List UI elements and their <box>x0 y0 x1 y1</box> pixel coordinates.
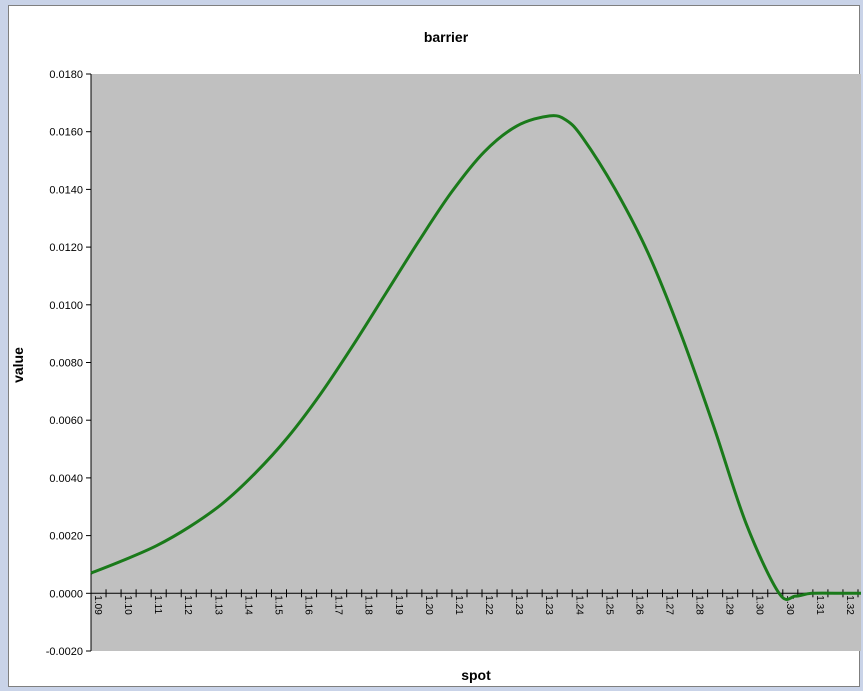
x-tick-label: 1.11 <box>152 595 163 614</box>
y-tick-label: 0.0060 <box>49 415 83 427</box>
x-tick-label: 1.30 <box>754 595 765 615</box>
chart-title: barrier <box>424 29 469 45</box>
y-tick-label: 0.0100 <box>49 300 83 312</box>
y-axis-title: value <box>10 347 26 383</box>
x-tick-label: 1.29 <box>724 595 735 615</box>
x-tick-label: 1.13 <box>212 595 223 615</box>
x-tick-label: 1.21 <box>453 595 464 615</box>
y-axis: 0.0180 0.0160 0.0140 0.0120 0.0100 0.0080 0.00… <box>46 69 92 658</box>
x-tick-label: 1.30 <box>784 595 795 615</box>
x-tick-label: 1.12 <box>182 595 193 615</box>
x-axis: 1.09 1.10 1.11 1.12 1.13 1.14 1.15 1.16 1.17 1.18… <box>90 589 861 615</box>
x-tick-label: 1.28 <box>694 595 705 615</box>
y-tick-label: 0.0160 <box>49 127 83 139</box>
x-tick-label: 1.23 <box>543 595 554 615</box>
y-tick-label: 0.0000 <box>49 588 83 600</box>
x-tick-label: 1.24 <box>573 595 584 615</box>
y-tick-label: 0.0120 <box>49 242 83 254</box>
chart-svg: barrier 0.01800.01600.01400.01200.01000.… <box>10 29 861 683</box>
series-line-0 <box>90 114 861 601</box>
series-group <box>90 114 861 601</box>
x-axis-title: spot <box>461 667 491 683</box>
x-tick-label: 1.17 <box>333 595 344 615</box>
y-tick-label: 0.0040 <box>49 473 83 485</box>
x-tick-label: 1.31 <box>814 595 825 615</box>
x-tick-label: 1.14 <box>242 595 253 615</box>
x-tick-label: 1.23 <box>513 595 524 615</box>
y-tick-label: 0.0080 <box>49 358 83 370</box>
x-tick-label: 1.15 <box>272 595 283 615</box>
x-tick-label: 1.27 <box>663 595 674 615</box>
x-tick-label: 1.25 <box>603 595 614 615</box>
x-tick-label: 1.09 <box>92 595 103 615</box>
plot-area <box>91 74 861 651</box>
y-tick-label: -0.0020 <box>46 646 83 658</box>
x-tick-label: 1.26 <box>633 595 644 615</box>
x-tick-label: 1.19 <box>393 595 404 615</box>
y-tick-label: 0.0020 <box>49 531 83 543</box>
x-tick-label: 1.16 <box>303 595 314 615</box>
x-tick-label: 1.20 <box>423 595 434 615</box>
y-tick-label: 0.0180 <box>49 69 83 81</box>
x-tick-label: 1.18 <box>363 595 374 615</box>
y-tick-label: 0.0140 <box>49 184 83 196</box>
x-tick-label: 1.22 <box>483 595 494 615</box>
x-tick-label: 1.32 <box>844 595 855 615</box>
x-tick-label: 1.10 <box>122 595 133 615</box>
chart-container: barrier 0.0180 0.0160 0.0140 0.0120 0.0100 0.… <box>8 5 861 687</box>
